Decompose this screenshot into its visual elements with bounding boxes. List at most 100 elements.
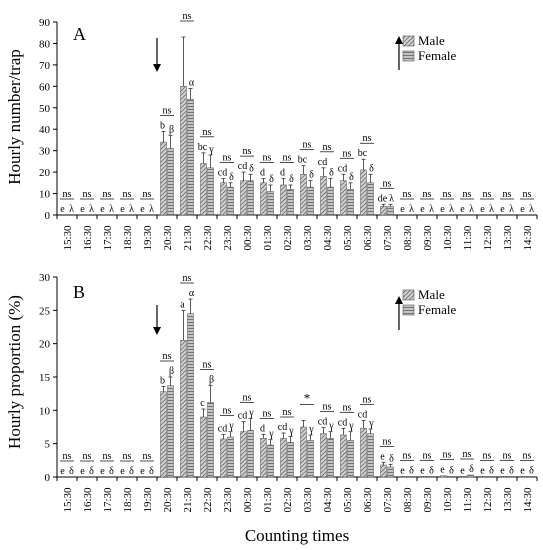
comparison-label: ns: [363, 133, 372, 144]
female-significance-letter: δ: [329, 168, 334, 179]
legend-female-swatch: [402, 50, 415, 62]
bar-male: [440, 475, 447, 478]
female-significance-letter: δ: [389, 453, 394, 464]
male-significance-letter: cd: [338, 417, 347, 428]
comparison-label: *: [304, 390, 311, 405]
comparison-label: ns: [143, 451, 152, 462]
male-significance-letter: e: [100, 466, 105, 477]
bar-male: [180, 340, 187, 478]
male-significance-letter: e: [480, 465, 485, 476]
x-tick-label: 05:30: [342, 487, 354, 513]
x-tick-label: 17:30: [102, 225, 114, 251]
x-tick-label: 09:30: [422, 487, 434, 513]
bar-male: [400, 476, 407, 478]
bar-female: [187, 98, 194, 216]
panel-b-label: B: [73, 282, 85, 302]
female-significance-letter: δ: [69, 466, 74, 477]
bar-male: [220, 438, 227, 478]
x-tick-label: 18:30: [122, 225, 134, 251]
bar-female: [287, 442, 294, 478]
comparison-label: ns: [343, 148, 352, 159]
x-tick-label: 04:30: [322, 487, 334, 513]
comparison-label: ns: [63, 189, 72, 200]
y-tick-label: 20: [39, 339, 51, 351]
x-tick-label: 22:30: [202, 225, 214, 251]
female-significance-letter: λ: [109, 204, 114, 215]
comparison-label: ns: [403, 189, 412, 200]
bar-female: [187, 313, 194, 478]
bar-female: [227, 436, 234, 478]
male-significance-letter: bc: [358, 148, 368, 159]
male-significance-letter: e: [380, 451, 385, 462]
bar-male: [380, 464, 387, 478]
x-tick-label: 15:30: [62, 487, 74, 513]
x-tick-label: 10:30: [442, 487, 454, 513]
bar-male: [280, 438, 287, 478]
comparison-label: ns: [103, 451, 112, 462]
male-significance-letter: cd: [318, 417, 327, 428]
y-tick-label: 20: [39, 167, 51, 179]
bar-female: [307, 186, 314, 216]
y-tick-label: 40: [39, 124, 51, 136]
bar-female: [207, 167, 214, 216]
comparison-label: ns: [143, 189, 152, 200]
x-tick-label: 22:30: [202, 487, 214, 513]
male-significance-letter: e: [520, 465, 525, 476]
comparison-label: ns: [223, 153, 232, 164]
x-tick-label: 23:30: [222, 225, 234, 251]
x-tick-label: 03:30: [302, 487, 314, 513]
female-significance-letter: δ: [449, 465, 454, 476]
bar-female: [247, 430, 254, 478]
male-significance-letter: e: [460, 204, 465, 215]
male-significance-letter: e: [500, 204, 505, 215]
male-significance-letter: de: [378, 193, 388, 204]
y-tick-label: 15: [39, 372, 51, 384]
y-tick-label: 90: [39, 17, 51, 29]
male-significance-letter: cd: [358, 409, 367, 420]
x-tick-label: 05:30: [342, 225, 354, 251]
male-significance-letter: e: [400, 204, 405, 215]
x-tick-label: 02:30: [282, 225, 294, 251]
male-significance-letter: d: [260, 168, 265, 179]
x-tick-label: 20:30: [162, 487, 174, 513]
male-significance-letter: e: [480, 204, 485, 215]
arrow-down-head: [153, 327, 161, 335]
x-tick-label: 08:30: [402, 225, 414, 251]
x-tick-label: 03:30: [302, 225, 314, 251]
panel-b: B Hourly proportion (%) Male Female 0 5 10…: [5, 272, 538, 513]
comparison-label: ns: [123, 189, 132, 200]
comparison-label: ns: [483, 450, 492, 461]
y-tick-label: 30: [39, 272, 51, 284]
bar-male: [500, 476, 507, 478]
x-tick-label: 12:30: [482, 487, 494, 513]
x-tick-label: 17:30: [102, 487, 114, 513]
comparison-label: ns: [423, 189, 432, 200]
x-tick-label: 02:30: [282, 487, 294, 513]
bar-female: [347, 189, 354, 216]
comparison-label: ns: [283, 407, 292, 418]
bar-male: [380, 206, 387, 216]
x-tick-label: 11:30: [462, 225, 474, 250]
female-significance-letter: γ: [348, 421, 354, 432]
y-tick-label: 80: [39, 38, 51, 50]
x-tick-label: 23:30: [222, 487, 234, 513]
x-tick-label: 18:30: [122, 487, 134, 513]
comparison-label: ns: [443, 450, 452, 461]
panel-a-legend: Male Female: [402, 33, 456, 63]
bar-female: [427, 476, 434, 478]
x-tick-label: 10:30: [442, 225, 454, 251]
comparison-label: ns: [223, 406, 232, 417]
bar-male: [160, 391, 167, 478]
x-tick-label: 16:30: [82, 487, 94, 513]
female-significance-letter: β: [209, 375, 214, 386]
female-significance-letter: γ: [288, 425, 294, 436]
male-significance-letter: e: [440, 204, 445, 215]
male-significance-letter: bc: [198, 142, 208, 153]
bar-female: [207, 402, 214, 478]
comparison-label: ns: [303, 140, 312, 151]
male-significance-letter: cd: [218, 423, 227, 434]
female-significance-letter: β: [169, 125, 174, 136]
y-tick-label: 60: [39, 81, 51, 93]
panel-a-label: A: [73, 24, 86, 44]
comparison-label: ns: [323, 402, 332, 413]
